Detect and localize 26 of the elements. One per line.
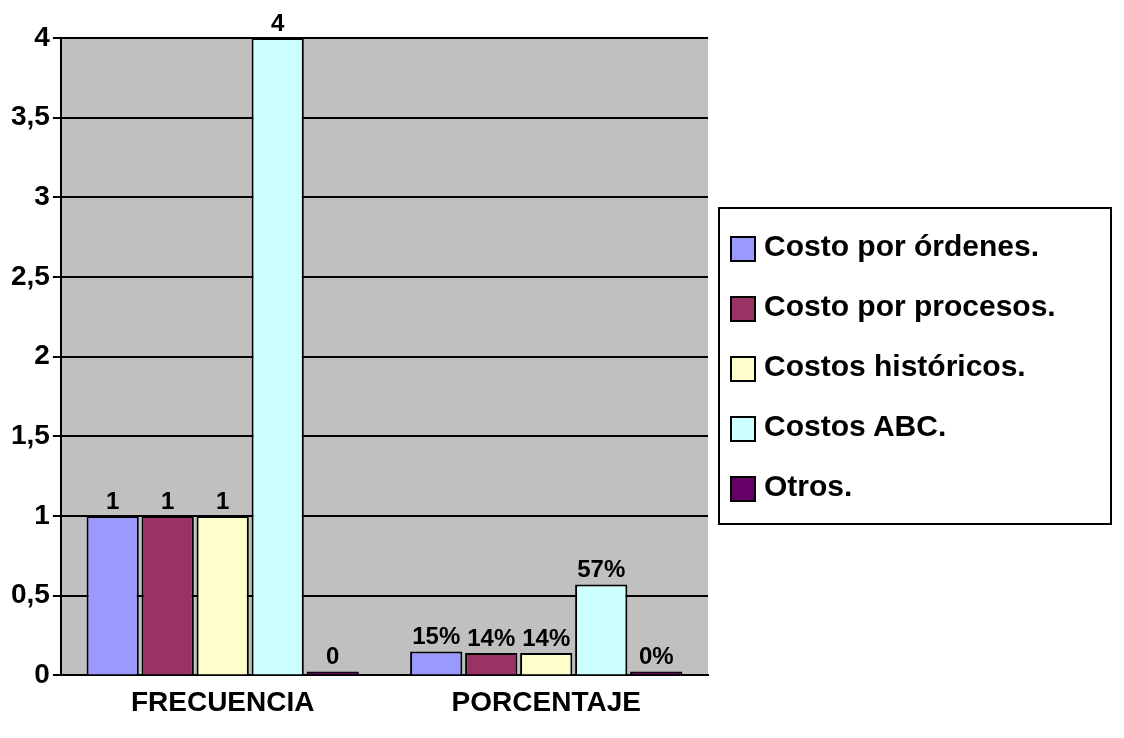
data-label: 0 bbox=[326, 642, 340, 670]
x-tick-label: PORCENTAJE bbox=[451, 685, 641, 717]
data-label: 15% bbox=[412, 622, 461, 650]
data-label: 14% bbox=[522, 623, 571, 651]
data-label: 1 bbox=[106, 486, 120, 514]
data-label: 1 bbox=[216, 486, 230, 514]
y-tick-label: 2,5 bbox=[10, 259, 50, 291]
data-label: 14% bbox=[467, 623, 516, 651]
y-tick-label: 4 bbox=[34, 20, 51, 52]
data-label: 1 bbox=[161, 486, 175, 514]
data-label: 0% bbox=[638, 642, 674, 670]
y-tick-label: 2 bbox=[34, 339, 50, 371]
data-label: 4 bbox=[271, 8, 286, 36]
legend-label: Otros. bbox=[764, 468, 853, 503]
y-tick-label: 0 bbox=[34, 658, 50, 690]
legend-label: Costos ABC. bbox=[764, 408, 947, 443]
legend-label: Costo por órdenes. bbox=[764, 228, 1040, 263]
y-tick-label: 3,5 bbox=[10, 100, 50, 132]
y-tick-label: 3 bbox=[34, 180, 50, 212]
legend-label: Costos históricos. bbox=[764, 348, 1026, 383]
legend-label: Costo por procesos. bbox=[764, 288, 1056, 323]
y-tick-label: 1 bbox=[34, 498, 50, 530]
y-tick-label: 0,5 bbox=[10, 578, 50, 610]
x-tick-label: FRECUENCIA bbox=[130, 685, 315, 717]
data-label: 57% bbox=[577, 555, 626, 583]
y-tick-label: 1,5 bbox=[10, 419, 50, 451]
